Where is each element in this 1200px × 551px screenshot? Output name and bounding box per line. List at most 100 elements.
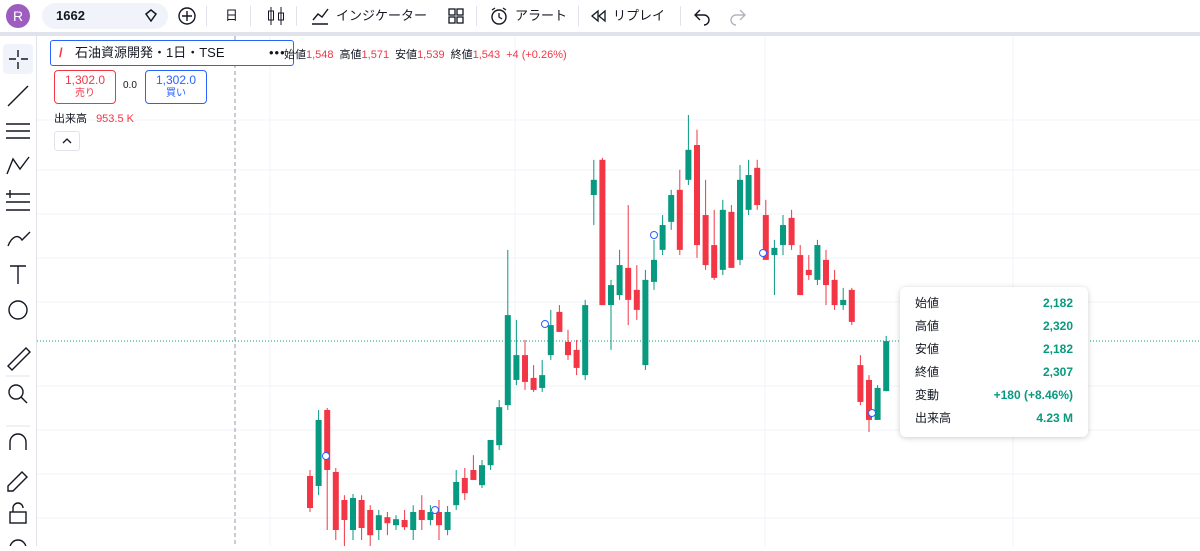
icon xyxy=(62,138,72,144)
chart-type[interactable] xyxy=(266,5,286,27)
candle-body xyxy=(788,217,795,246)
crosshair-tool[interactable] xyxy=(9,50,28,69)
drawing-toolbar xyxy=(0,36,37,551)
lock-drawing-tool[interactable] xyxy=(7,471,28,492)
candle-body xyxy=(668,195,675,222)
candle-body xyxy=(573,349,580,368)
undo[interactable] xyxy=(692,6,712,26)
candle-body xyxy=(797,255,804,296)
icon xyxy=(590,9,606,23)
pattern-tool[interactable] xyxy=(6,156,30,175)
separator xyxy=(206,6,207,26)
buy-button[interactable]: 1,302.0 買い xyxy=(145,70,207,104)
interval[interactable]: 日 xyxy=(225,8,239,23)
event-markers xyxy=(322,231,876,514)
magnet-tool[interactable] xyxy=(9,433,27,450)
candle-body xyxy=(444,511,451,530)
tooltip-value: 2,307 xyxy=(1042,365,1073,379)
buy-label: 買い xyxy=(166,88,186,99)
sell-button[interactable]: 1,302.0 売り xyxy=(54,70,116,104)
emoji-tool[interactable] xyxy=(8,300,28,320)
candle-body xyxy=(694,145,700,246)
candle-body xyxy=(513,355,520,380)
more[interactable]: ••• xyxy=(269,45,286,60)
candle-body xyxy=(651,259,657,282)
candle-body xyxy=(590,179,597,196)
tooltip-label: 終値 xyxy=(915,365,940,379)
separator xyxy=(680,6,681,26)
candle-body xyxy=(504,315,511,406)
forecast-tool[interactable] xyxy=(6,190,30,211)
candle-body xyxy=(737,179,743,260)
logo: / xyxy=(59,45,63,60)
volume-value: 953.5 K xyxy=(96,113,134,125)
candle-body xyxy=(418,509,425,520)
candle-body xyxy=(866,379,872,420)
drawing-tools xyxy=(3,44,33,551)
sell-label: 売り xyxy=(75,88,95,99)
candle-body xyxy=(401,519,408,528)
replay-label: リプレイ xyxy=(613,8,666,23)
candle-body xyxy=(848,289,855,322)
ohlc-value: 1,548 xyxy=(306,49,334,61)
text-tool[interactable] xyxy=(10,265,26,284)
collapse-button[interactable] xyxy=(54,131,80,151)
candle-body xyxy=(633,289,640,310)
trendline-tool[interactable] xyxy=(7,85,29,107)
candle-body xyxy=(814,245,821,280)
ohlc-label: 高値 xyxy=(339,49,362,61)
candle-body xyxy=(857,365,864,402)
candle-body xyxy=(539,375,546,388)
legend-title-box[interactable]: / 石油資源開発・1日・TSE ••• xyxy=(50,40,294,66)
candle-body xyxy=(840,299,847,306)
tooltip-row: 始値 2,182 xyxy=(915,292,1073,315)
fib-tool[interactable] xyxy=(6,123,30,139)
ohlc-label: 終値 xyxy=(450,49,473,61)
candle-body xyxy=(522,355,528,382)
brush-tool[interactable] xyxy=(7,231,31,247)
tooltip-label: 始値 xyxy=(915,296,940,310)
tooltip-label: 変動 xyxy=(915,388,940,402)
lock-tool[interactable] xyxy=(9,511,27,524)
candle-body xyxy=(461,477,468,494)
candle-body xyxy=(711,245,718,278)
tooltip-label: 高値 xyxy=(915,319,940,333)
candle-body xyxy=(642,279,649,366)
candle-body xyxy=(358,499,365,528)
candle-body xyxy=(350,497,356,530)
legend-ohlc: 始値1,548 高値1,571 安値1,539 終値1,543 +4 (+0.26%) xyxy=(284,46,567,62)
candle-body xyxy=(771,247,778,256)
candle-body xyxy=(659,225,666,250)
candle-body xyxy=(874,387,881,420)
candle-body xyxy=(608,285,614,306)
candle-body xyxy=(702,215,709,266)
tooltip-value: 2,182 xyxy=(1042,296,1073,310)
measure-tool[interactable] xyxy=(7,347,31,371)
candle-body xyxy=(470,469,477,480)
add-symbol[interactable] xyxy=(177,6,197,26)
visibility-tool[interactable] xyxy=(9,539,27,551)
candle-body xyxy=(599,159,606,306)
ohlc-value: 1,571 xyxy=(361,49,390,61)
candle-body xyxy=(332,471,339,530)
tooltip-value: +180 (+8.46%) xyxy=(993,388,1073,402)
avatar[interactable]: R xyxy=(6,4,30,28)
indicators-button[interactable]: インジケーター xyxy=(310,0,427,32)
candle-body xyxy=(427,511,434,520)
candle-body xyxy=(805,269,812,276)
volume-legend: 出来高 953.5 K xyxy=(54,110,134,126)
symbol-search[interactable]: 1662 xyxy=(42,3,168,29)
alert-button[interactable]: アラート xyxy=(489,0,567,32)
candle-body xyxy=(307,475,313,508)
candle-body xyxy=(367,509,374,536)
sell-price: 1,302.0 xyxy=(64,73,106,87)
candle-body xyxy=(324,409,331,470)
candle-body xyxy=(823,259,829,286)
replay-button[interactable]: リプレイ xyxy=(589,0,665,32)
zoom-tool[interactable] xyxy=(8,384,24,400)
tooltip-value: 2,320 xyxy=(1042,319,1073,333)
candle-body xyxy=(375,515,382,530)
redo[interactable] xyxy=(728,6,748,26)
templates[interactable] xyxy=(446,6,466,26)
legend-title: 石油資源開発・1日・TSE xyxy=(75,45,225,60)
